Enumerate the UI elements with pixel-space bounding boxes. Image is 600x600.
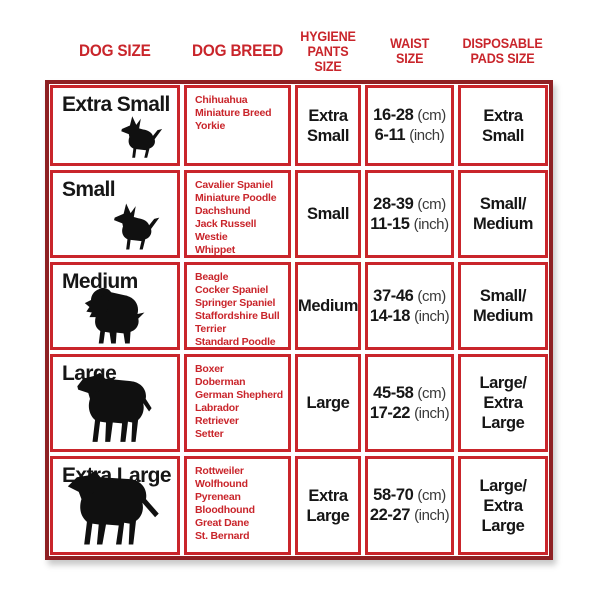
row2-dog-size-cell: Small — [50, 170, 180, 258]
row2-dog-breed-cell: Cavalier Spaniel Miniature Poodle Dachsh… — [184, 170, 291, 258]
size-table-grid: Extra Small Chihuahua Miniature Breed Yo… — [50, 85, 548, 555]
row4-dog-breed-cell: Boxer Doberman German Shepherd Labrador … — [184, 354, 291, 452]
waist-cm-line: 28-39 (cm) — [373, 194, 446, 213]
header-dog-breed: DOG BREED — [191, 41, 284, 60]
row3-waist-size-cell: 37-46 (cm) 14-18 (inch) — [365, 262, 454, 350]
row3-dog-breed-cell: Beagle Cocker Spaniel Springer Spaniel S… — [184, 262, 291, 350]
row4-waist-size-cell: 45-58 (cm) 17-22 (inch) — [365, 354, 454, 452]
large-dog-icon — [77, 372, 153, 442]
row2-hygiene-pants-size-cell: Small — [295, 170, 361, 258]
waist-inch-line: 17-22 (inch) — [369, 403, 450, 422]
row1-dog-size-label: Extra Small — [62, 93, 170, 116]
extra-large-dog-icon — [68, 470, 159, 545]
row3-dog-size-cell: Medium — [50, 262, 180, 350]
row5-dog-breed-cell: Rottweiler Wolfhound Pyrenean Bloodhound… — [184, 456, 291, 555]
chihuahua-dog-icon — [121, 116, 163, 158]
waist-inch-line: 6-11 (inch) — [374, 126, 445, 144]
small-dog-icon — [114, 203, 160, 250]
medium-shaggy-dog-icon — [84, 287, 145, 344]
header-hygiene-pants-size: HYGIENE PANTS SIZE — [300, 27, 356, 74]
waist-cm-line: 37-46 (cm) — [373, 286, 446, 305]
row1-disposable-pads-size-cell: Extra Small — [458, 85, 548, 166]
row3-disposable-pads-size-cell: Small/ Medium — [458, 262, 548, 350]
waist-cm-line: 45-58 (cm) — [373, 383, 446, 402]
header-dog-size: DOG SIZE — [79, 41, 151, 60]
waist-inch-line: 22-27 (inch) — [369, 506, 450, 524]
row1-dog-breed-cell: Chihuahua Miniature Breed Yorkie — [184, 85, 291, 166]
row4-dog-size-cell: Large — [50, 354, 180, 452]
row1-dog-size-cell: Extra Small — [50, 85, 180, 166]
size-table-frame: Extra Small Chihuahua Miniature Breed Yo… — [45, 80, 553, 560]
header-disposable-pads-size: DISPOSABLE PADS SIZE — [462, 35, 544, 66]
row4-disposable-pads-size-cell: Large/ Extra Large — [458, 354, 548, 452]
waist-inch-line: 11-15 (inch) — [370, 214, 449, 233]
row5-dog-size-cell: Extra Large — [50, 456, 180, 555]
row5-hygiene-pants-size-cell: Extra Large — [295, 456, 361, 555]
row3-dog-size-label: Medium — [62, 270, 138, 293]
row1-hygiene-pants-size-cell: Extra Small — [295, 85, 361, 166]
row2-disposable-pads-size-cell: Small/ Medium — [458, 170, 548, 258]
header-waist-size: WAIST SIZE — [389, 35, 430, 66]
row5-waist-size-cell: 58-70 (cm) 22-27 (inch) — [365, 456, 454, 555]
column-headers: DOG SIZE DOG BREED HYGIENE PANTS SIZE WA… — [50, 26, 548, 76]
waist-inch-line: 14-18 (inch) — [369, 306, 450, 325]
row4-hygiene-pants-size-cell: Large — [295, 354, 361, 452]
row5-disposable-pads-size-cell: Large/ Extra Large — [458, 456, 548, 555]
row2-waist-size-cell: 28-39 (cm) 11-15 (inch) — [365, 170, 454, 258]
waist-cm-line: 16-28 (cm) — [373, 106, 446, 124]
row1-waist-size-cell: 16-28 (cm) 6-11 (inch) — [365, 85, 454, 166]
waist-cm-line: 58-70 (cm) — [373, 486, 446, 504]
row2-dog-size-label: Small — [62, 178, 116, 201]
row3-hygiene-pants-size-cell: Medium — [295, 262, 361, 350]
